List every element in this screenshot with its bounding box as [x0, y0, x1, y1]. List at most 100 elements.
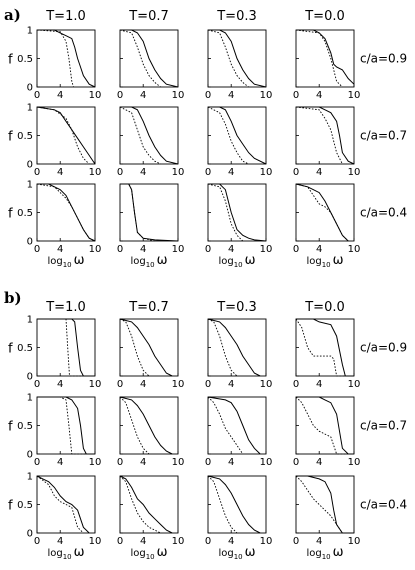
y-tick-label: 1 [27, 26, 33, 37]
dotted-curve [295, 106, 343, 165]
x-tick-label: 4 [228, 536, 234, 547]
x-axis-label-base: log [306, 548, 321, 559]
plot-frame [36, 318, 96, 377]
plot-panel: 0 4 10 [117, 396, 185, 468]
x-axis-label-base: log [306, 256, 321, 267]
dotted-curve [119, 318, 150, 377]
x-tick-label: 4 [57, 457, 63, 468]
dotted-curve [207, 29, 249, 88]
plot-frame [36, 396, 96, 455]
plot-frame [295, 475, 355, 534]
dotted-curve [207, 183, 244, 242]
x-tick-label: 10 [260, 536, 273, 547]
x-axis-label: log10 ω [130, 545, 167, 561]
x-tick-label: 4 [316, 379, 322, 390]
x-tick-label: 4 [228, 167, 234, 178]
y-tick-label: 0.5 [17, 421, 33, 432]
plot-panel: 0 4 10 [117, 318, 185, 390]
x-axis-label-variable: ω [157, 545, 168, 560]
dotted-curve [295, 396, 354, 455]
dotted-curve [36, 29, 74, 88]
x-axis-label-subscript: 10 [322, 261, 331, 269]
y-tick-label: 1 [27, 393, 33, 404]
row-label: c/a=0.9 [360, 341, 407, 355]
y-tick-label: 0 [27, 450, 33, 461]
column-heading: T=0.3 [216, 9, 257, 24]
y-tick-label: 0 [27, 160, 33, 171]
solid-curve [120, 106, 179, 165]
solid-curve [208, 29, 267, 88]
solid-curve [119, 318, 173, 377]
x-tick-label: 10 [172, 90, 185, 101]
x-axis-label-variable: ω [74, 545, 85, 560]
x-tick-label: 10 [89, 167, 102, 178]
y-tick-label: 1 [27, 180, 33, 191]
x-tick-label: 10 [172, 379, 185, 390]
column-heading: T=0.3 [216, 300, 257, 315]
x-tick-label: 10 [260, 90, 273, 101]
plot-panel: 0 4 10 [293, 106, 361, 178]
y-tick-label: 1 [27, 315, 33, 326]
x-axis-label: log10 ω [130, 253, 167, 269]
x-tick-label: 4 [140, 90, 146, 101]
column-heading: T=1.0 [45, 300, 86, 315]
x-axis-label: log10 ω [306, 253, 343, 269]
dotted-curve [295, 475, 343, 534]
x-tick-label: 10 [260, 379, 273, 390]
dotted-curve [36, 106, 90, 165]
plot-panel: 0 4 10 [205, 106, 273, 178]
x-tick-label: 4 [228, 379, 234, 390]
x-tick-label: 4 [140, 379, 146, 390]
dotted-curve [37, 396, 95, 455]
x-tick-label: 10 [348, 536, 361, 547]
solid-curve [208, 106, 267, 165]
x-axis-label-variable: ω [74, 253, 85, 268]
plot-panel: 0 4 10 [293, 318, 361, 390]
x-axis-label: log10 ω [47, 545, 84, 561]
x-tick-label: 0 [293, 244, 299, 255]
x-axis-label-variable: ω [333, 253, 344, 268]
x-tick-label: 0 [34, 90, 40, 101]
column-heading: T=1.0 [45, 9, 86, 24]
row-label: c/a=0.7 [360, 419, 407, 433]
solid-curve [36, 106, 96, 165]
solid-curve [120, 29, 179, 88]
x-tick-label: 4 [316, 167, 322, 178]
x-axis-label-subscript: 10 [234, 553, 243, 561]
x-tick-label: 10 [348, 379, 361, 390]
x-axis-label: log10 ω [218, 545, 255, 561]
panel-letter: a) [4, 6, 21, 24]
plot-frame [207, 183, 267, 242]
y-tick-label: 0.5 [17, 54, 33, 65]
plot-frame [36, 183, 96, 242]
y-axis-label: f [8, 420, 13, 435]
x-axis-label-base: log [47, 256, 62, 267]
x-tick-label: 4 [228, 457, 234, 468]
x-axis-label: log10 ω [47, 253, 84, 269]
x-tick-label: 10 [89, 379, 102, 390]
x-tick-label: 0 [34, 457, 40, 468]
column-heading: T=0.7 [128, 9, 169, 24]
x-axis-label-subscript: 10 [63, 553, 72, 561]
y-axis-label: f [8, 130, 13, 145]
x-tick-label: 10 [260, 167, 273, 178]
x-tick-label: 0 [205, 244, 211, 255]
x-tick-label: 10 [348, 167, 361, 178]
plot-frame [295, 106, 355, 165]
x-tick-label: 10 [172, 457, 185, 468]
x-tick-label: 0 [34, 379, 40, 390]
x-tick-label: 0 [293, 457, 299, 468]
row-label: c/a=0.9 [360, 52, 407, 66]
x-tick-label: 4 [228, 244, 234, 255]
dotted-curve [295, 29, 343, 88]
solid-curve [37, 183, 96, 242]
solid-curve [296, 106, 355, 165]
plot-panel: 0 4 10 [205, 318, 273, 390]
x-tick-label: 10 [260, 244, 273, 255]
